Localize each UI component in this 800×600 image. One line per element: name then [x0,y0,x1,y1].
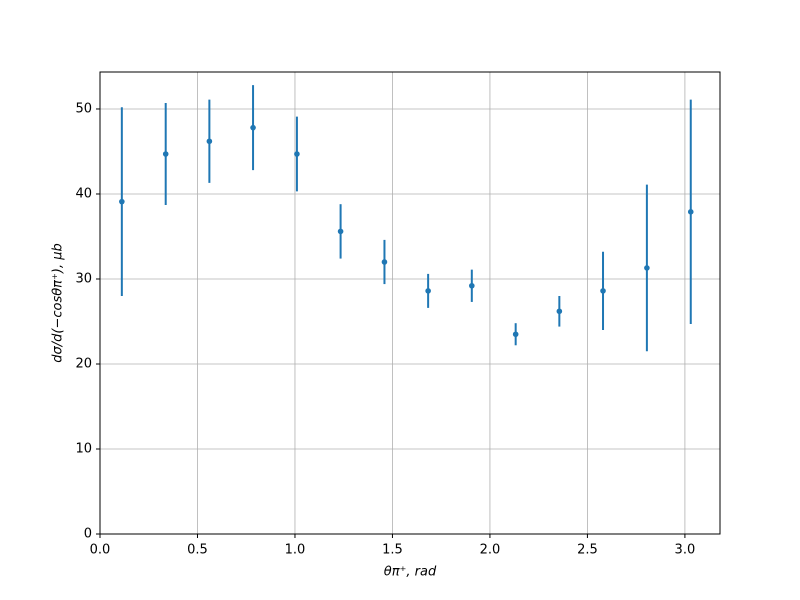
data-point [250,124,256,131]
data-point [119,198,125,205]
x-tick-label: 2.0 [480,543,501,558]
x-axis-label: θπ⁺, rad [384,565,437,580]
data-point [337,228,344,235]
y-tick-label: 30 [75,271,92,286]
x-tick-label: 1.0 [285,543,306,558]
y-tick-label: 20 [75,356,92,371]
data-point [600,288,606,294]
x-tick-label: 0.0 [90,543,111,558]
y-tick-label: 10 [75,441,92,456]
data-point [294,151,300,157]
data-point [425,288,431,294]
x-tick-label: 2.5 [577,543,598,558]
data-point [162,151,169,157]
data-point [556,308,563,315]
plot-frame [99,71,721,535]
data-point [644,265,650,271]
data-point [381,259,388,265]
y-tick-label: 50 [75,101,92,116]
x-tick-label: 0.5 [187,543,208,558]
x-tick-label: 3.0 [675,543,696,558]
data-point [512,331,519,338]
data-point [206,138,213,145]
y-tick-label: 40 [75,186,92,201]
data-point [687,209,694,215]
y-tick-label: 0 [84,527,92,542]
x-tick-label: 1.5 [382,543,403,558]
y-axis-label: dσ/d(−cosθπ⁺), μb [51,243,66,362]
data-point [469,282,475,289]
